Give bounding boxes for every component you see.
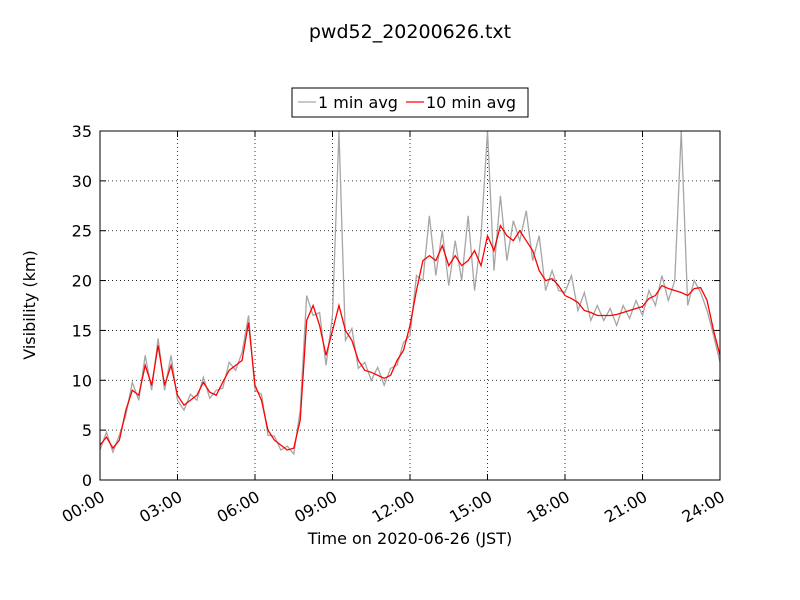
y-tick-label: 15 xyxy=(72,321,92,340)
y-tick-label: 35 xyxy=(72,122,92,141)
y-tick-label: 20 xyxy=(72,272,92,291)
chart-title: pwd52_20200626.txt xyxy=(309,21,511,43)
series-line xyxy=(100,131,720,456)
y-tick-label: 5 xyxy=(82,421,92,440)
x-axis-label: Time on 2020-06-26 (JST) xyxy=(307,529,512,548)
series-line xyxy=(100,224,720,451)
y-tick-label: 0 xyxy=(82,471,92,490)
legend-label: 10 min avg xyxy=(426,93,516,112)
y-axis-label: Visibility (km) xyxy=(20,250,39,359)
y-tick-label: 25 xyxy=(72,222,92,241)
y-tick-label: 10 xyxy=(72,371,92,390)
legend-label: 1 min avg xyxy=(318,93,398,112)
y-tick-label: 30 xyxy=(72,172,92,191)
plot-frame xyxy=(99,130,721,481)
